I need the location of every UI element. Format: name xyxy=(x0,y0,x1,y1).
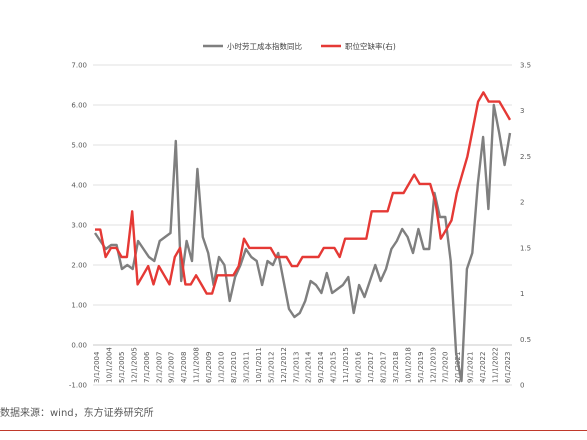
left-tick-label: 6.00 xyxy=(71,102,87,110)
left-tick-label: 5.00 xyxy=(71,142,87,150)
x-tick-label: 9/1/2021 xyxy=(467,352,475,383)
source-note: 数据来源：wind，东方证券研究所 xyxy=(0,408,154,419)
right-tick-label: 0 xyxy=(520,382,524,390)
x-tick-label: 5/1/2005 xyxy=(118,352,126,383)
x-tick-label: 7/1/2020 xyxy=(442,352,450,383)
left-tick-label: -1.00 xyxy=(69,382,87,390)
x-tick-label: 11/1/2022 xyxy=(492,347,500,383)
x-tick-label: 8/1/2017 xyxy=(379,352,387,383)
x-tick-label: 12/1/2012 xyxy=(280,347,288,383)
legend: 小时劳工成本指数同比 职位空缺率(右) xyxy=(203,41,396,51)
right-tick-label: 1.5 xyxy=(520,244,531,252)
left-tick-label: 0.00 xyxy=(71,342,87,350)
bottom-divider xyxy=(0,430,587,431)
x-tick-label: 6/1/2009 xyxy=(205,352,213,383)
x-tick-label: 3/1/2011 xyxy=(242,352,250,383)
legend-label: 职位空缺率(右) xyxy=(345,41,396,51)
x-tick-label: 3/1/2018 xyxy=(392,352,400,383)
x-tick-label: 7/1/2013 xyxy=(292,352,300,383)
left-axis-ticks: -1.00 0.00 1.00 2.00 3.00 4.00 5.00 6.00 7.00 xyxy=(69,62,87,390)
x-tick-label: 3/1/2004 xyxy=(93,351,101,383)
x-tick-label: 4/1/2022 xyxy=(479,352,487,383)
legend-label: 小时劳工成本指数同比 xyxy=(227,41,302,51)
x-tick-label: 10/1/2004 xyxy=(105,347,113,383)
right-tick-label: 3.5 xyxy=(520,62,531,70)
x-tick-label: 10/1/2011 xyxy=(255,347,263,383)
left-tick-label: 3.00 xyxy=(71,222,87,230)
x-tick-label: 10/1/2018 xyxy=(404,347,412,383)
x-tick-label: 2/1/2014 xyxy=(305,351,313,383)
right-tick-label: 2 xyxy=(520,199,524,207)
left-tick-label: 2.00 xyxy=(71,262,87,270)
x-tick-label: 11/1/2015 xyxy=(342,347,350,383)
x-tick-label: 12/1/2019 xyxy=(429,347,437,383)
x-tick-label: 12/1/2005 xyxy=(130,347,138,383)
right-tick-label: 3 xyxy=(520,107,524,115)
x-tick-label: 5/1/2019 xyxy=(417,352,425,383)
right-axis-ticks: 0 0.5 1 1.5 2 2.5 3 3.5 xyxy=(520,62,531,390)
x-tick-label: 4/1/2015 xyxy=(330,352,338,383)
series-line-right xyxy=(95,91,512,295)
left-tick-label: 4.00 xyxy=(71,182,87,190)
x-tick-label: 2/1/2007 xyxy=(155,352,163,383)
x-tick-label: 8/1/2010 xyxy=(230,352,238,383)
series-line-left xyxy=(94,103,512,383)
left-tick-label: 1.00 xyxy=(71,302,87,310)
x-tick-label: 1/1/2010 xyxy=(218,352,226,383)
x-tick-label: 6/1/2016 xyxy=(355,351,363,383)
series-lines xyxy=(94,91,512,383)
x-tick-label: 11/1/2008 xyxy=(193,347,201,383)
line-chart: -1.000.001.002.003.004.005.006.007.00 00… xyxy=(69,41,531,390)
right-tick-label: 2.5 xyxy=(520,153,531,161)
x-tick-label: 7/1/2006 xyxy=(143,351,151,383)
gridlines xyxy=(93,64,512,386)
right-tick-label: 1 xyxy=(520,290,524,298)
left-tick-label: 7.00 xyxy=(71,62,87,70)
x-tick-label: 9/1/2014 xyxy=(317,351,325,383)
x-tick-label: 5/1/2012 xyxy=(267,352,275,383)
x-tick-label: 6/1/2023 xyxy=(504,352,512,383)
right-tick-label: 0.5 xyxy=(520,336,531,344)
x-tick-label: 9/1/2007 xyxy=(168,352,176,383)
x-tick-label: 1/1/2017 xyxy=(367,352,375,383)
x-axis-ticks: 3/1/2004 10/1/2004 5/1/2005 12/1/2005 7/1/20… xyxy=(93,347,512,383)
x-tick-label: 4/1/2008 xyxy=(180,352,188,383)
